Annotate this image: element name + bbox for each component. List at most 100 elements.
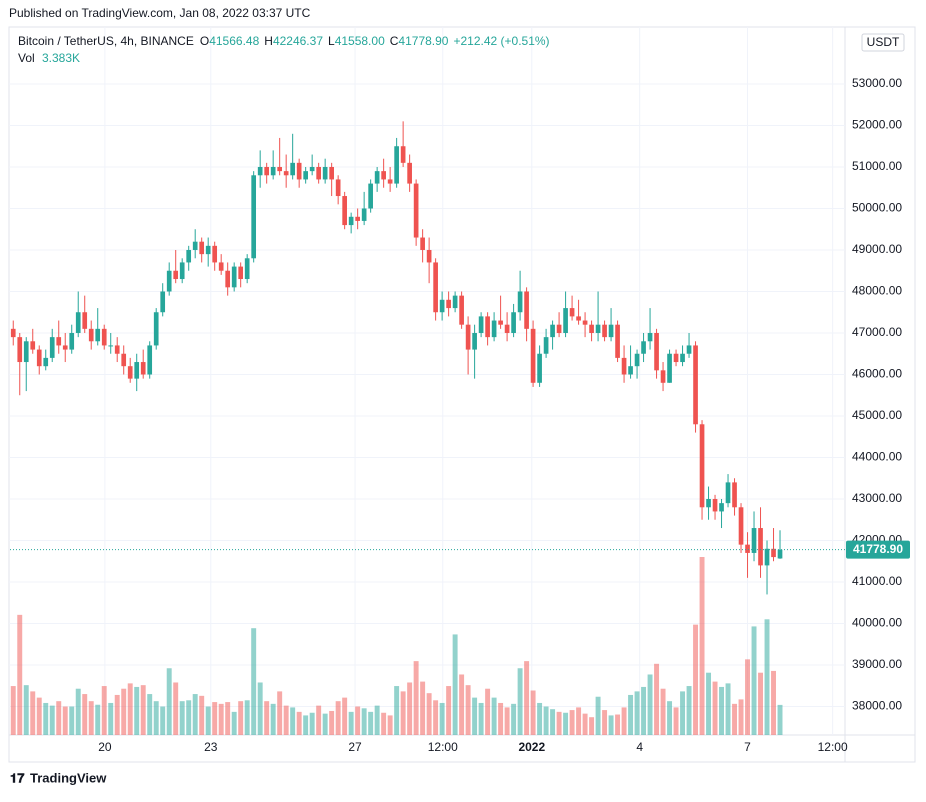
candle-body (348, 216, 354, 226)
volume-bar (140, 685, 146, 735)
volume-bar (719, 686, 725, 735)
candle-body (62, 345, 68, 350)
candle-body (413, 183, 419, 238)
y-tick-label: 46000.00 (852, 367, 902, 381)
candle-body (693, 345, 698, 425)
candle-body (745, 544, 750, 553)
volume-bar (498, 702, 504, 735)
candle-body (589, 324, 594, 333)
volume-bar (10, 686, 16, 735)
candle-body (387, 179, 393, 184)
volume-bar (699, 557, 705, 735)
volume-bar (660, 688, 666, 735)
volume-bar (628, 694, 634, 735)
volume-bar (355, 706, 361, 735)
candle-body (472, 332, 477, 350)
volume-bar (641, 686, 647, 735)
candle-body (777, 549, 783, 559)
volume-bar (238, 701, 244, 735)
candle-body (316, 166, 321, 180)
y-tick-label: 40000.00 (852, 616, 902, 630)
volume-bar (426, 693, 432, 735)
candle-body (218, 262, 224, 271)
candle-body (706, 498, 711, 508)
volume-bar (205, 706, 211, 735)
candle-body (88, 328, 94, 342)
volume-bar (446, 686, 452, 735)
candle-body (166, 270, 172, 292)
ohlc-key: H (264, 34, 273, 48)
last-price-label: 41778.90 (853, 542, 903, 556)
volume-bar (166, 668, 172, 735)
volume-bar (290, 707, 296, 735)
volume-bar (88, 701, 94, 735)
candle-body (147, 345, 153, 375)
volume-bar (342, 697, 348, 735)
candle-body (491, 320, 497, 338)
volume-bar (667, 701, 673, 735)
volume-bar (420, 681, 426, 735)
volume-bar (686, 686, 692, 735)
currency-button[interactable] (861, 33, 905, 52)
volume-bar (472, 697, 478, 735)
volume-bar (322, 713, 328, 735)
candle-body (244, 258, 250, 280)
volume-bar (537, 702, 543, 735)
volume-bar (82, 694, 88, 735)
footer-logo: TradingView (30, 770, 107, 785)
candle-body (641, 341, 646, 354)
volume-bar (296, 711, 302, 735)
candle-body (667, 353, 672, 383)
volume-bar (706, 672, 712, 735)
candle-body (465, 324, 471, 350)
volume-bar (582, 713, 588, 735)
candle-body (225, 270, 231, 288)
candle-body (49, 337, 55, 358)
volume-bar (283, 705, 289, 735)
candle-body (212, 245, 218, 263)
published-note: Published on TradingView.com, Jan 08, 20… (9, 6, 311, 20)
y-tick-label: 44000.00 (852, 450, 902, 464)
candle-body (381, 171, 386, 180)
candle-body (719, 503, 724, 512)
volume-bar (647, 674, 653, 735)
candle-body (192, 241, 198, 250)
ohlc-value: 41778.90 (398, 34, 448, 48)
x-tick-label: 27 (348, 740, 362, 754)
volume-bar (147, 694, 153, 735)
x-tick-label: 12:00 (428, 740, 458, 754)
change: +212.42 (+0.51%) (453, 34, 549, 48)
volume-bar (257, 682, 263, 735)
volume-bar (517, 668, 523, 735)
volume-bar (407, 682, 413, 735)
y-tick-label: 45000.00 (852, 408, 902, 422)
candle-body (186, 249, 192, 263)
candle-body (75, 312, 81, 333)
candles (10, 121, 845, 595)
volume-bar (186, 700, 192, 735)
legend-header: Bitcoin / TetherUS, 4h, BINANCE O 41566.48… (18, 34, 550, 65)
candle-body (530, 328, 536, 383)
candle-body (290, 162, 296, 176)
volume-bar (17, 614, 23, 735)
volume-bar (751, 626, 757, 735)
candle-body (595, 324, 601, 333)
candle-body (543, 337, 549, 354)
volume-bar (485, 688, 491, 735)
volume-bar (134, 686, 140, 735)
candle-body (251, 175, 257, 259)
candle-body (400, 146, 406, 163)
candle-body (433, 262, 438, 313)
volume-bar (108, 702, 114, 735)
volume-bar (225, 702, 231, 735)
volume-bar (127, 683, 133, 735)
candle-body (680, 353, 685, 363)
volume-bar (101, 686, 107, 735)
volume-bar (550, 709, 556, 735)
volume-bar (413, 661, 419, 735)
volume-bar (478, 702, 484, 735)
candle-body (173, 270, 179, 280)
currency-label[interactable]: USDT (867, 35, 900, 49)
candle-body (23, 341, 29, 363)
ohlc-key: C (390, 34, 399, 48)
